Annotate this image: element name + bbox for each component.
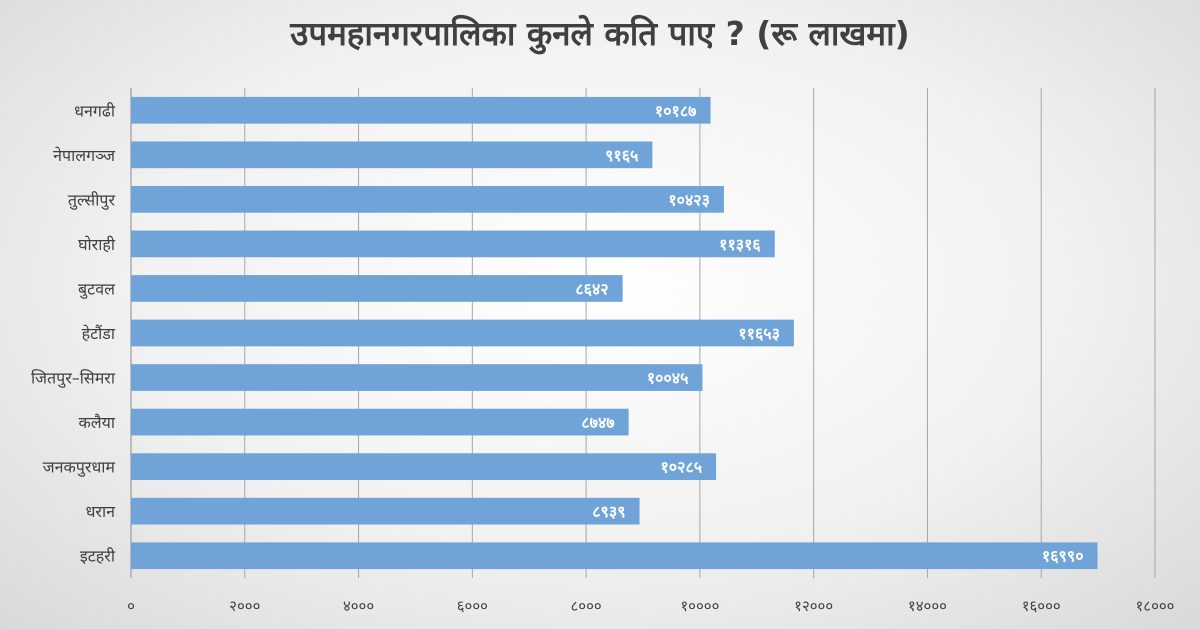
category-label: घोराही xyxy=(78,235,116,254)
data-label: १००४५ xyxy=(647,369,689,388)
category-label: इटहरी xyxy=(80,547,116,566)
x-tick-label: ० xyxy=(127,597,135,615)
x-tick-label: २००० xyxy=(229,597,260,615)
category-label: धरान xyxy=(86,502,117,521)
category-label: नेपालगञ्ज xyxy=(53,146,116,165)
bar xyxy=(131,497,640,525)
category-label: हेटौंडा xyxy=(82,324,116,343)
data-label: ११३१६ xyxy=(719,235,761,254)
bar xyxy=(131,186,724,213)
x-tick-label: १४००० xyxy=(908,597,947,615)
data-label: ८९३९ xyxy=(592,502,625,521)
category-label: धनगढी xyxy=(74,101,116,120)
data-label: १०१८७ xyxy=(655,101,697,120)
x-tick-label: ४००० xyxy=(343,597,374,615)
x-tick-label: १६००० xyxy=(1022,597,1061,615)
category-label: तुल्सीपुर xyxy=(68,190,116,210)
bar xyxy=(131,275,623,302)
bar xyxy=(131,364,703,391)
data-label: ८७४७ xyxy=(581,413,614,432)
category-label: जनकपुरधाम xyxy=(43,458,116,478)
chart-title: उपमहानगरपालिका कुनले कति पाए ? (रू लाखमा… xyxy=(290,14,910,53)
category-label: कलैया xyxy=(78,413,115,432)
category-label: बुटवल xyxy=(78,279,116,299)
bar xyxy=(131,319,794,347)
bar xyxy=(131,96,711,124)
data-label: ९१६५ xyxy=(605,146,638,165)
category-label: जितपुर–सिमरा xyxy=(31,369,116,389)
data-label: ८६४२ xyxy=(575,279,608,298)
x-tick-label: ६००० xyxy=(457,597,488,615)
bar xyxy=(131,542,1098,570)
bar xyxy=(131,141,653,169)
bar xyxy=(131,453,717,480)
bar xyxy=(131,408,629,436)
data-label: ११६५३ xyxy=(738,324,780,343)
bar xyxy=(131,230,775,258)
data-label: १०४२३ xyxy=(668,190,710,209)
x-tick-label: १८००० xyxy=(1135,597,1174,615)
x-tick-label: ८००० xyxy=(571,597,602,615)
x-tick-label: १०००० xyxy=(680,597,719,615)
data-label: १०२८५ xyxy=(660,458,702,477)
data-label: १६९९० xyxy=(1042,547,1084,566)
x-tick-label: १२००० xyxy=(794,597,833,615)
